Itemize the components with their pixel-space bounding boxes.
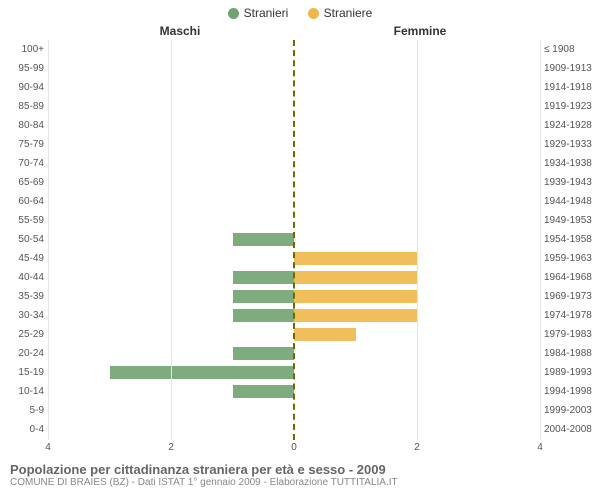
- y-tick-age: 70-74: [0, 154, 44, 173]
- y-tick-age: 25-29: [0, 325, 44, 344]
- footer-subtitle: COMUNE DI BRAIES (BZ) - Dati ISTAT 1° ge…: [10, 477, 590, 488]
- y-tick-birth: 1974-1978: [544, 306, 600, 325]
- y-tick-age: 55-59: [0, 211, 44, 230]
- y-tick-birth: 2004-2008: [544, 420, 600, 439]
- center-line: [293, 40, 295, 440]
- legend-item-male: Stranieri: [228, 6, 289, 20]
- y-tick-birth: 1984-1988: [544, 344, 600, 363]
- y-tick-age: 65-69: [0, 173, 44, 192]
- legend-dot-male: [228, 8, 239, 19]
- y-tick-age: 10-14: [0, 382, 44, 401]
- y-tick-age: 80-84: [0, 116, 44, 135]
- y-axis-right: ≤ 19081909-19131914-19181919-19231924-19…: [540, 40, 600, 440]
- y-tick-age: 90-94: [0, 78, 44, 97]
- bar-male: [110, 366, 295, 379]
- bar-female: [294, 290, 417, 303]
- x-axis: 4 2 0 2 4: [0, 442, 600, 456]
- bar-female: [294, 252, 417, 265]
- y-tick-birth: 1979-1983: [544, 325, 600, 344]
- chart-area: Fasce di età 100+95-9990-9485-8980-8475-…: [0, 40, 600, 440]
- legend-label-female: Straniere: [324, 6, 373, 20]
- y-tick-birth: 1994-1998: [544, 382, 600, 401]
- y-tick-age: 5-9: [0, 401, 44, 420]
- y-tick-birth: 1939-1943: [544, 173, 600, 192]
- bar-male: [233, 271, 295, 284]
- bar-male: [233, 347, 295, 360]
- y-tick-birth: 1919-1923: [544, 97, 600, 116]
- bar-male: [233, 290, 295, 303]
- x-tick: 4: [45, 442, 51, 453]
- bar-female: [294, 328, 356, 341]
- y-tick-age: 50-54: [0, 230, 44, 249]
- x-tick: 4: [537, 442, 543, 453]
- y-tick-age: 100+: [0, 40, 44, 59]
- legend-dot-female: [308, 8, 319, 19]
- y-tick-birth: 1929-1933: [544, 135, 600, 154]
- x-tick: 2: [414, 442, 420, 453]
- y-tick-age: 75-79: [0, 135, 44, 154]
- y-tick-birth: 1999-2003: [544, 401, 600, 420]
- y-axis-left: 100+95-9990-9485-8980-8475-7970-7465-696…: [0, 40, 48, 440]
- y-tick-birth: 1989-1993: [544, 363, 600, 382]
- y-tick-birth: 1959-1963: [544, 249, 600, 268]
- legend-item-female: Straniere: [308, 6, 373, 20]
- y-tick-birth: 1954-1958: [544, 230, 600, 249]
- x-tick: 0: [291, 442, 297, 453]
- gridline: [48, 40, 49, 440]
- footer: Popolazione per cittadinanza straniera p…: [0, 456, 600, 488]
- gridline: [171, 40, 172, 440]
- legend: Stranieri Straniere: [0, 0, 600, 24]
- legend-label-male: Stranieri: [244, 6, 289, 20]
- y-tick-birth: 1944-1948: [544, 192, 600, 211]
- footer-title: Popolazione per cittadinanza straniera p…: [10, 462, 590, 477]
- y-tick-birth: 1964-1968: [544, 268, 600, 287]
- y-tick-birth: 1969-1973: [544, 287, 600, 306]
- header-male: Maschi: [0, 24, 300, 38]
- bar-female: [294, 271, 417, 284]
- x-tick: 2: [168, 442, 174, 453]
- y-tick-age: 20-24: [0, 344, 44, 363]
- column-headers: Maschi Femmine: [0, 24, 600, 38]
- y-tick-age: 0-4: [0, 420, 44, 439]
- bar-male: [233, 233, 295, 246]
- y-tick-birth: 1909-1913: [544, 59, 600, 78]
- y-tick-age: 15-19: [0, 363, 44, 382]
- y-tick-birth: 1914-1918: [544, 78, 600, 97]
- bar-male: [233, 385, 295, 398]
- y-tick-birth: 1949-1953: [544, 211, 600, 230]
- y-tick-age: 95-99: [0, 59, 44, 78]
- y-tick-age: 35-39: [0, 287, 44, 306]
- y-tick-birth: 1934-1938: [544, 154, 600, 173]
- y-tick-age: 30-34: [0, 306, 44, 325]
- gridline: [417, 40, 418, 440]
- plot: [48, 40, 540, 440]
- bar-female: [294, 309, 417, 322]
- y-tick-birth: 1924-1928: [544, 116, 600, 135]
- header-female: Femmine: [300, 24, 600, 38]
- y-tick-age: 40-44: [0, 268, 44, 287]
- y-tick-age: 45-49: [0, 249, 44, 268]
- y-tick-age: 85-89: [0, 97, 44, 116]
- y-tick-birth: ≤ 1908: [544, 40, 600, 59]
- y-tick-age: 60-64: [0, 192, 44, 211]
- gridline: [540, 40, 541, 440]
- bar-male: [233, 309, 295, 322]
- x-ticks: 4 2 0 2 4: [48, 442, 540, 456]
